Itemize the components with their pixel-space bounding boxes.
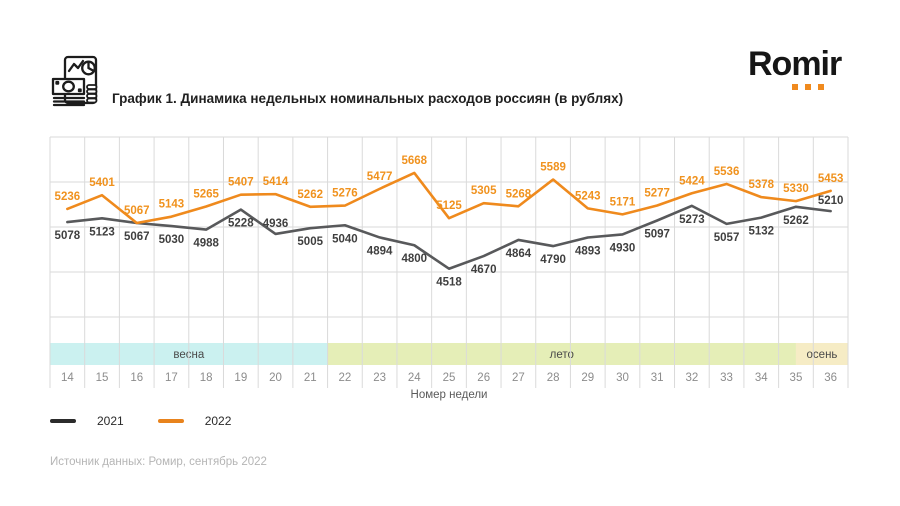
svg-text:34: 34 — [755, 372, 768, 384]
svg-text:5424: 5424 — [679, 175, 705, 187]
svg-text:33: 33 — [720, 372, 733, 384]
svg-text:5040: 5040 — [332, 233, 358, 245]
svg-text:4790: 4790 — [540, 254, 566, 266]
svg-text:5277: 5277 — [644, 188, 670, 200]
svg-text:4893: 4893 — [575, 246, 601, 258]
chart-legend: 2021 2022 — [50, 414, 265, 428]
svg-text:21: 21 — [304, 372, 317, 384]
svg-text:14: 14 — [61, 372, 74, 384]
svg-text:5668: 5668 — [402, 155, 428, 167]
svg-text:5273: 5273 — [679, 214, 705, 226]
svg-text:5123: 5123 — [89, 226, 115, 238]
legend-swatch — [50, 419, 76, 423]
svg-text:5401: 5401 — [89, 177, 115, 189]
svg-text:4518: 4518 — [436, 277, 462, 289]
svg-text:5067: 5067 — [124, 205, 150, 217]
svg-text:осень: осень — [807, 349, 838, 361]
svg-text:5125: 5125 — [436, 200, 462, 212]
svg-text:5262: 5262 — [297, 189, 323, 201]
romir-logo-text: Romir — [748, 45, 842, 83]
svg-text:5262: 5262 — [783, 215, 809, 227]
svg-text:5305: 5305 — [471, 185, 497, 197]
svg-text:29: 29 — [581, 372, 594, 384]
svg-text:18: 18 — [200, 372, 213, 384]
svg-text:19: 19 — [234, 372, 247, 384]
svg-text:5132: 5132 — [748, 226, 774, 238]
svg-text:4930: 4930 — [610, 242, 636, 254]
svg-text:5265: 5265 — [193, 189, 219, 201]
svg-text:5171: 5171 — [610, 196, 636, 208]
svg-text:31: 31 — [651, 372, 664, 384]
svg-text:17: 17 — [165, 372, 178, 384]
logo-dot — [818, 84, 824, 90]
data-source-note: Источник данных: Ромир, сентябрь 2022 — [50, 456, 267, 468]
svg-text:5228: 5228 — [228, 218, 254, 230]
svg-text:30: 30 — [616, 372, 629, 384]
svg-text:32: 32 — [685, 372, 698, 384]
svg-text:5536: 5536 — [714, 166, 740, 178]
svg-text:лето: лето — [550, 349, 574, 361]
svg-text:5097: 5097 — [644, 229, 670, 241]
svg-text:5143: 5143 — [159, 199, 185, 211]
legend-item-2021: 2021 — [50, 414, 124, 428]
svg-text:4936: 4936 — [263, 218, 289, 230]
svg-text:4864: 4864 — [506, 248, 532, 260]
legend-item-2022: 2022 — [157, 414, 232, 428]
logo-dots — [792, 84, 824, 90]
svg-text:23: 23 — [373, 372, 386, 384]
svg-text:5276: 5276 — [332, 188, 358, 200]
svg-text:15: 15 — [96, 372, 109, 384]
legend-swatch — [157, 419, 184, 423]
svg-text:5243: 5243 — [575, 190, 601, 202]
svg-text:5057: 5057 — [714, 232, 740, 244]
svg-text:4988: 4988 — [193, 238, 219, 250]
svg-text:28: 28 — [547, 372, 560, 384]
svg-text:5477: 5477 — [367, 171, 393, 183]
legend-label: 2022 — [204, 414, 232, 428]
romir-logo: Romir — [748, 47, 858, 93]
svg-text:5067: 5067 — [124, 231, 150, 243]
svg-text:5210: 5210 — [818, 195, 844, 207]
svg-text:36: 36 — [824, 372, 837, 384]
expenses-chart: весна лето осень 14 15 16 17 18 19 20 21 22 23 24 25 26… — [0, 132, 900, 394]
svg-text:5414: 5414 — [263, 176, 289, 188]
svg-text:5005: 5005 — [297, 236, 323, 248]
svg-text:4894: 4894 — [367, 245, 393, 257]
svg-text:25: 25 — [443, 372, 456, 384]
svg-text:16: 16 — [130, 372, 143, 384]
logo-dot — [792, 84, 798, 90]
legend-label: 2021 — [97, 414, 124, 428]
svg-text:5268: 5268 — [506, 188, 532, 200]
svg-text:26: 26 — [477, 372, 490, 384]
svg-text:4670: 4670 — [471, 264, 497, 276]
svg-text:5589: 5589 — [540, 162, 566, 174]
x-axis-label: Номер недели — [410, 389, 488, 401]
svg-text:5236: 5236 — [55, 191, 81, 203]
svg-text:22: 22 — [339, 372, 352, 384]
page-title: График 1. Динамика недельных номинальных… — [112, 91, 624, 106]
svg-text:35: 35 — [790, 372, 803, 384]
logo-dot — [805, 84, 811, 90]
svg-text:5453: 5453 — [818, 173, 844, 185]
svg-text:5407: 5407 — [228, 177, 254, 189]
svg-text:5378: 5378 — [748, 179, 774, 191]
svg-text:4800: 4800 — [402, 253, 428, 265]
svg-text:27: 27 — [512, 372, 525, 384]
svg-text:5030: 5030 — [159, 234, 185, 246]
svg-text:20: 20 — [269, 372, 282, 384]
money-report-icon — [51, 55, 98, 107]
svg-text:5078: 5078 — [55, 230, 81, 242]
svg-text:24: 24 — [408, 372, 421, 384]
svg-text:5330: 5330 — [783, 183, 809, 195]
